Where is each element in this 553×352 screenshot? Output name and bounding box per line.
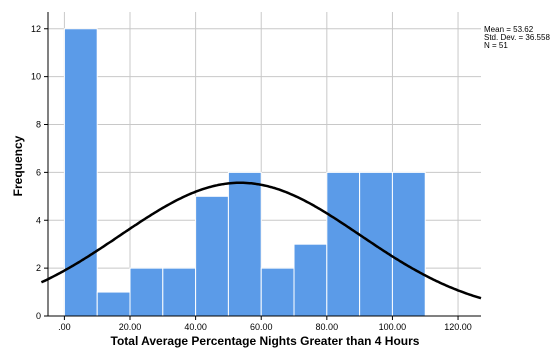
y-tick-label: 8 [36, 120, 41, 130]
histogram-bar [162, 267, 197, 317]
histogram-bar [391, 171, 426, 317]
y-axis-title: Frequency [11, 135, 25, 196]
x-tick-label: 100.00 [379, 322, 407, 332]
x-tick-label: 120.00 [444, 322, 472, 332]
y-tick-label: 12 [31, 24, 41, 34]
std-dev-label: Std. Dev. = 36.558 [484, 33, 550, 42]
histogram-bar [359, 171, 393, 317]
histogram-bar [260, 267, 295, 317]
n-label: N = 51 [484, 41, 508, 50]
y-tick-label: 2 [36, 263, 41, 273]
x-tick-label: 60.00 [250, 322, 273, 332]
grid-lines [48, 12, 481, 317]
histogram-bar [195, 195, 229, 317]
normal-curve-group [40, 181, 482, 300]
x-tick-labels: .00 20.00 40.00 60.00 80.00 100.00 120.00 [58, 316, 472, 332]
y-tick-labels: 0 2 4 6 8 10 12 [31, 24, 48, 321]
normal-curve [40, 181, 482, 300]
x-tick-label: 20.00 [119, 322, 142, 332]
histogram-bar [129, 267, 164, 317]
histogram-bar [63, 28, 98, 317]
x-tick-label: .00 [58, 322, 71, 332]
axes [47, 12, 481, 317]
x-tick-label: 80.00 [316, 322, 339, 332]
histogram-bar [227, 171, 262, 317]
y-tick-label: 0 [36, 311, 41, 321]
x-tick-label: 40.00 [184, 322, 207, 332]
y-tick-label: 6 [36, 167, 41, 177]
stats-legend: Mean = 53.62 Std. Dev. = 36.558 N = 51 [484, 26, 550, 50]
histogram-bar [96, 291, 131, 317]
mean-label: Mean = 53.62 [484, 25, 534, 34]
histogram-bar [293, 243, 328, 317]
x-axis-title: Total Average Percentage Nights Greater … [111, 334, 420, 348]
y-tick-label: 4 [36, 215, 41, 225]
y-tick-label: 10 [31, 72, 41, 82]
histogram-bar [326, 171, 361, 317]
